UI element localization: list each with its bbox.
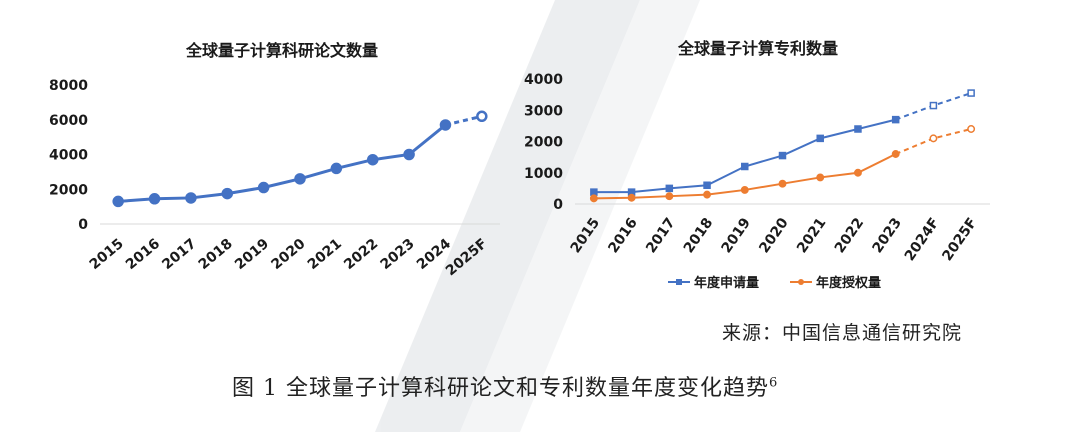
legend-marker [798,279,804,285]
y-tick-label: 6000 [49,113,88,129]
x-tick-label: 2022 [341,236,381,273]
paper-chart: 全球量子计算科研论文数量0200040006000800020152016201… [49,41,500,279]
x-tick-label: 2017 [643,215,678,256]
y-tick-label: 4000 [49,148,88,164]
x-tick-label: 2020 [268,236,308,273]
x-tick-label: 2020 [756,215,792,256]
x-tick-label: 2023 [870,215,905,256]
data-point [703,181,711,189]
x-tick-label: 2016 [605,215,640,256]
y-tick-label: 2000 [49,182,88,198]
data-point [185,192,197,204]
series-line [118,123,447,203]
data-point [740,185,749,194]
data-point [330,162,343,175]
legend-marker [676,279,682,285]
data-point [741,162,749,171]
data-point [665,192,674,201]
data-point [891,150,900,158]
x-tick-label: 2022 [832,215,867,256]
x-tick-label: 2018 [681,215,716,256]
data-point [627,193,636,202]
caption-text: 图 1 全球量子计算科研论文和专利数量年度变化趋势 [232,376,769,401]
source-note: 来源：中国信息通信研究院 [722,322,963,344]
y-tick-label: 0 [78,217,88,233]
data-point [589,194,598,203]
x-tick-label: 2019 [232,236,272,273]
legend-label: 年度授权量 [816,275,881,291]
data-point [967,89,975,97]
series-forecast-line [445,114,483,127]
y-tick-label: 0 [553,197,563,213]
data-point [703,190,711,199]
legend-label: 年度申请量 [694,275,759,291]
data-point [221,187,234,200]
x-tick-label: 2023 [378,236,418,273]
data-point [403,148,415,161]
data-point [854,168,862,177]
x-tick-label: 2018 [196,236,236,273]
data-point [929,134,938,143]
data-point [778,179,787,188]
y-tick-label: 3000 [524,103,563,119]
x-tick-label: 2017 [159,236,199,273]
data-point [816,134,824,143]
figure-caption: 图 1 全球量子计算科研论文和专利数量年度变化趋势6 [232,370,777,402]
data-point [148,193,161,205]
x-tick-label: 2015 [87,236,127,273]
x-tick-label: 2021 [794,215,829,256]
x-tick-label: 2016 [123,236,163,273]
data-point [294,173,306,185]
x-tick-label: 2024F [902,215,943,264]
data-point [778,151,787,160]
x-tick-label: 2025F [939,215,980,264]
watermark [375,0,700,432]
y-tick-label: 1000 [524,166,563,182]
data-point [257,181,270,194]
chart-title: 全球量子计算专利数量 [677,39,838,58]
data-point [476,110,488,123]
x-tick-label: 2019 [719,215,754,256]
y-tick-label: 4000 [524,72,563,88]
caption-footnote: 6 [769,375,778,391]
data-point [439,119,452,131]
data-point [854,125,862,133]
data-point [366,153,379,166]
data-point [967,125,976,133]
data-point [112,195,124,208]
data-point [891,115,900,124]
y-tick-label: 2000 [524,135,563,151]
y-tick-label: 8000 [49,78,88,94]
x-tick-label: 2021 [305,236,345,273]
data-point [590,188,598,196]
data-point [816,173,825,182]
data-point [929,101,938,110]
data-point [665,184,674,193]
chart-title: 全球量子计算科研论文数量 [185,41,378,60]
